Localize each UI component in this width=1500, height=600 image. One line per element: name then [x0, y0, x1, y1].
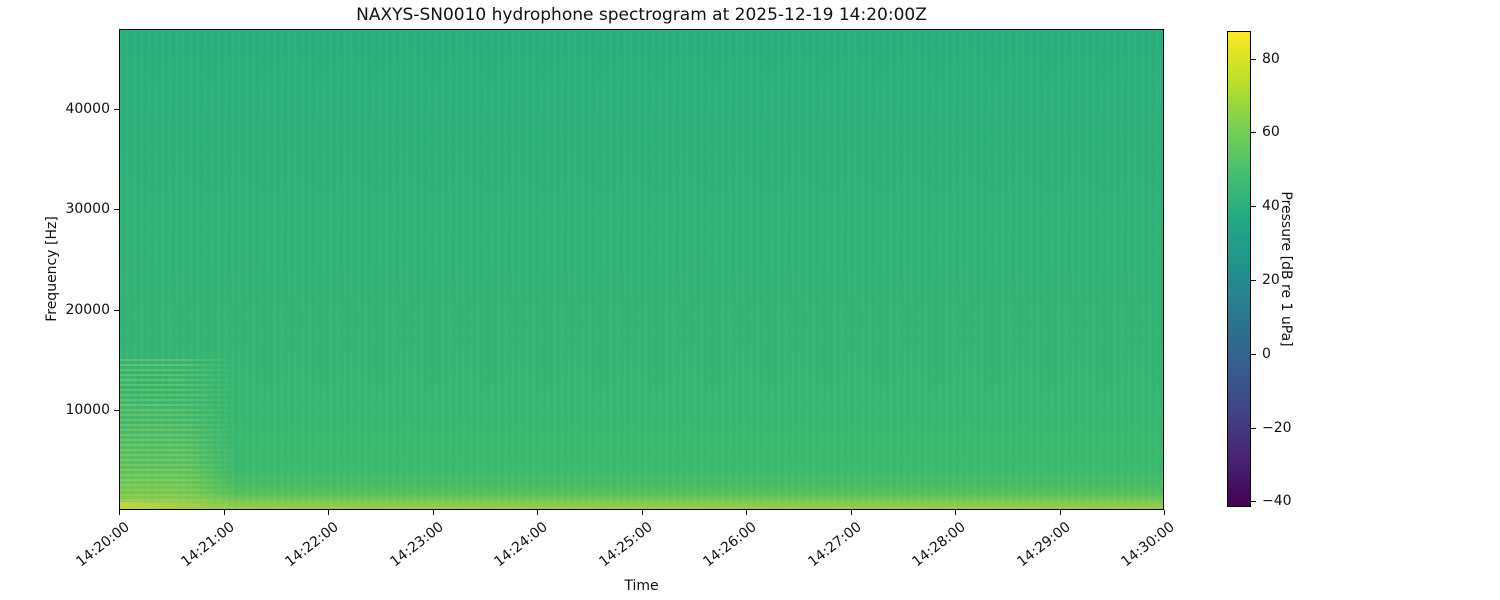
x-tick-mark	[1164, 510, 1165, 515]
colorbar-axis-label: Pressure [dB re 1 uPa]	[1278, 191, 1294, 347]
colorbar-tick-mark	[1251, 206, 1256, 207]
x-axis-label: Time	[624, 578, 659, 594]
colorbar-tick-mark	[1251, 354, 1256, 355]
colorbar-tick-mark	[1251, 59, 1256, 60]
x-tick-label: 14:30:00	[1118, 519, 1178, 571]
x-tick-mark	[328, 510, 329, 515]
x-tick-label: 14:21:00	[178, 519, 238, 571]
spectrogram-plot	[119, 29, 1164, 510]
colorbar-tick-label: −40	[1262, 493, 1292, 509]
y-tick-mark	[114, 410, 119, 411]
x-tick-mark	[537, 510, 538, 515]
x-tick-label: 14:24:00	[491, 519, 551, 571]
y-tick-mark	[114, 109, 119, 110]
x-tick-mark	[642, 510, 643, 515]
y-tick-label: 10000	[65, 402, 110, 418]
x-tick-label: 14:23:00	[387, 519, 447, 571]
colorbar-tick-label: 60	[1262, 124, 1280, 140]
x-tick-mark	[224, 510, 225, 515]
colorbar-tick-label: −20	[1262, 420, 1292, 436]
low-frequency-band	[120, 503, 1163, 509]
colorbar-tick-mark	[1251, 280, 1256, 281]
low-frequency-band-bright-start	[120, 502, 210, 509]
x-tick-label: 14:20:00	[73, 519, 133, 571]
colorbar-tick-label: 20	[1262, 272, 1280, 288]
x-tick-label: 14:25:00	[596, 519, 656, 571]
colorbar-tick-mark	[1251, 132, 1256, 133]
colorbar-tick-mark	[1251, 428, 1256, 429]
x-tick-label: 14:27:00	[805, 519, 865, 571]
x-tick-mark	[746, 510, 747, 515]
x-tick-label: 14:22:00	[282, 519, 342, 571]
y-tick-mark	[114, 209, 119, 210]
chart-title: NAXYS-SN0010 hydrophone spectrogram at 2…	[356, 5, 927, 25]
y-axis-label: Frequency [Hz]	[44, 216, 60, 322]
colorbar-tick-label: 0	[1262, 346, 1271, 362]
x-tick-mark	[851, 510, 852, 515]
y-tick-label: 20000	[65, 302, 110, 318]
x-tick-mark	[1060, 510, 1061, 515]
y-tick-mark	[114, 310, 119, 311]
x-tick-label: 14:26:00	[700, 519, 760, 571]
colorbar-tick-label: 40	[1262, 198, 1280, 214]
startup-transient-region	[120, 359, 238, 509]
y-tick-label: 40000	[65, 101, 110, 117]
colorbar-tick-mark	[1251, 501, 1256, 502]
spectrogram-heatmap	[120, 30, 1163, 509]
y-tick-label: 30000	[65, 201, 110, 217]
x-tick-mark	[955, 510, 956, 515]
x-tick-mark	[433, 510, 434, 515]
x-tick-label: 14:29:00	[1014, 519, 1074, 571]
colorbar-tick-label: 80	[1262, 51, 1280, 67]
colorbar-gradient	[1227, 31, 1251, 507]
x-tick-label: 14:28:00	[909, 519, 969, 571]
x-tick-mark	[119, 510, 120, 515]
